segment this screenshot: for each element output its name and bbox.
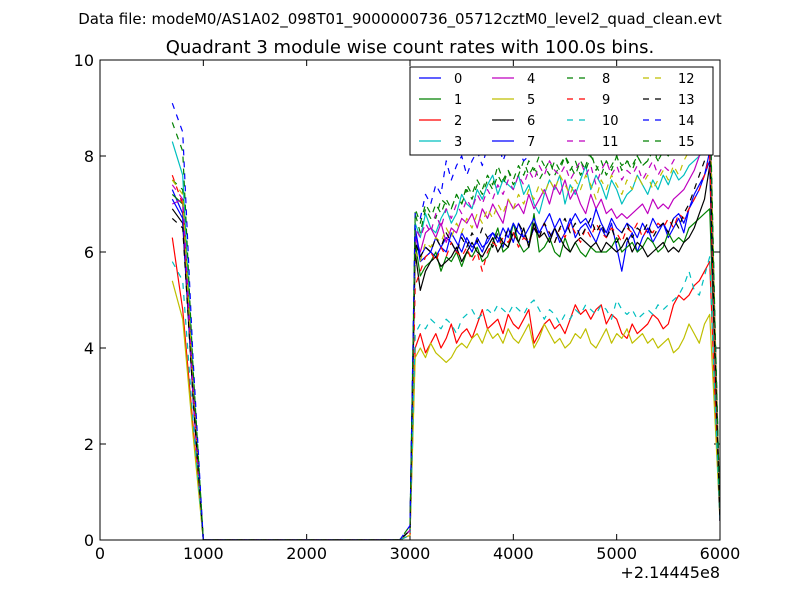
series-line-15 — [171, 88, 720, 540]
y-tick-label: 4 — [84, 339, 94, 358]
x-offset-label: +2.14445e8 — [620, 563, 720, 582]
legend-label-5: 5 — [527, 93, 535, 108]
legend-box — [409, 66, 714, 156]
legend-label-8: 8 — [602, 72, 610, 87]
legend-label-13: 13 — [678, 93, 695, 108]
legend-label-15: 15 — [678, 135, 695, 150]
legend-label-10: 10 — [602, 114, 619, 129]
series-line-10 — [171, 256, 720, 540]
series-line-12 — [171, 107, 720, 540]
x-tick-label: 6000 — [700, 544, 741, 563]
legend-label-4: 4 — [527, 72, 535, 87]
legend-label-11: 11 — [602, 135, 619, 150]
legend-label-1: 1 — [454, 93, 462, 108]
legend-label-6: 6 — [527, 114, 535, 129]
legend-label-9: 9 — [602, 93, 610, 108]
legend-label-0: 0 — [454, 72, 462, 87]
legend-label-7: 7 — [527, 135, 535, 150]
series-line-1 — [171, 193, 720, 540]
y-tick-label: 8 — [84, 147, 94, 166]
x-tick-label: 4000 — [493, 544, 534, 563]
x-tick-label: 1000 — [183, 544, 224, 563]
legend-label-14: 14 — [678, 114, 695, 129]
x-tick-label: 2000 — [286, 544, 327, 563]
y-tick-label: 10 — [74, 51, 94, 70]
series-line-5 — [171, 280, 720, 540]
series-line-7 — [171, 160, 720, 540]
y-tick-label: 2 — [84, 435, 94, 454]
series-line-3 — [171, 141, 720, 540]
x-tick-label: 3000 — [390, 544, 431, 563]
chart-suptitle: Data file: modeM0/AS1A02_098T01_90000007… — [78, 10, 722, 29]
x-tick-label: 5000 — [596, 544, 637, 563]
legend-label-12: 12 — [678, 72, 695, 87]
series-line-13 — [171, 145, 720, 540]
y-tick-label: 6 — [84, 243, 94, 262]
chart-title: Quadrant 3 module wise count rates with … — [166, 37, 655, 58]
x-tick-label: 0 — [95, 544, 105, 563]
series-line-4 — [172, 116, 720, 540]
y-tick-label: 0 — [84, 531, 94, 550]
series-line-2 — [171, 237, 720, 540]
series-line-6 — [171, 165, 720, 540]
legend-label-3: 3 — [454, 135, 462, 150]
plot-frame — [99, 59, 721, 541]
legend-label-2: 2 — [454, 114, 462, 129]
